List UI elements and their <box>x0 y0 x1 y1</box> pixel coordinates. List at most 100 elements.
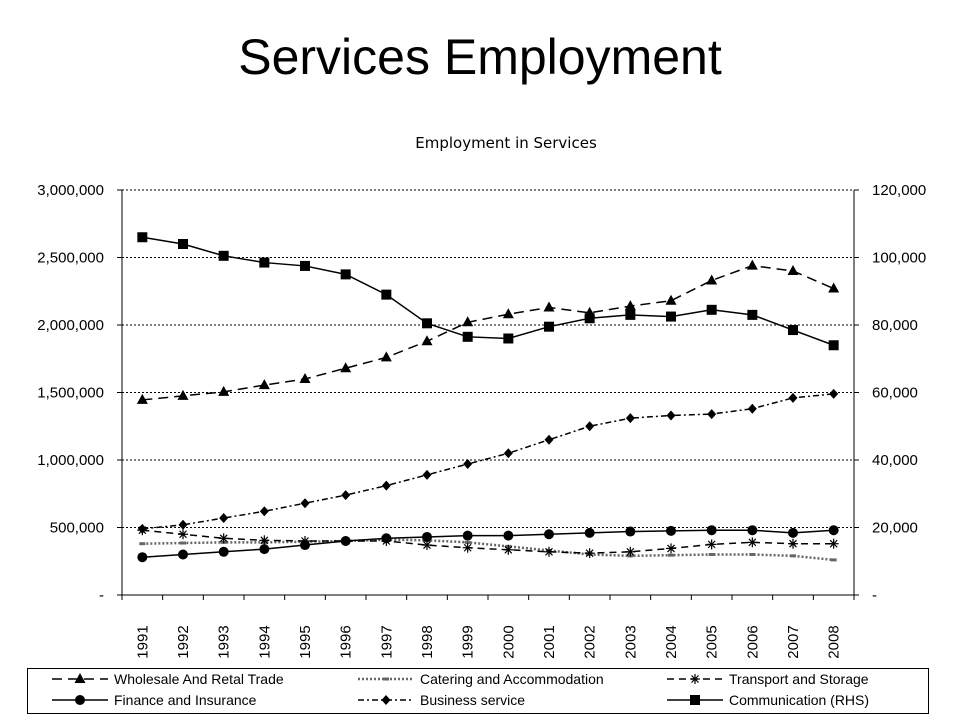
data-point <box>544 546 554 557</box>
legend-marker <box>690 674 700 684</box>
data-point <box>341 490 351 501</box>
data-point <box>300 260 310 271</box>
x-tick-label: 1994 <box>256 625 273 658</box>
x-tick-label: 2007 <box>785 625 802 658</box>
left-tick-label: - <box>99 587 104 604</box>
data-point <box>463 459 473 470</box>
legend-label: Communication (RHS) <box>729 692 870 708</box>
legend-swatch <box>52 673 108 683</box>
data-point <box>380 351 392 362</box>
series-group <box>136 232 840 563</box>
data-point <box>219 513 229 524</box>
data-point <box>422 469 432 480</box>
data-point <box>137 232 148 243</box>
chart-legend: Wholesale And Retal Trade Catering and Ac… <box>27 668 929 714</box>
data-point <box>178 519 188 530</box>
x-tick-label: 1993 <box>216 625 233 658</box>
left-tick-label: 2,500,000 <box>37 250 104 267</box>
data-point <box>502 308 514 319</box>
right-tick-label: - <box>872 587 877 604</box>
data-point <box>747 309 758 320</box>
x-tick-label: 2004 <box>663 625 680 658</box>
data-point <box>464 540 471 544</box>
data-point <box>746 259 758 270</box>
series-line <box>142 264 834 401</box>
x-tick-label: 2001 <box>541 625 558 658</box>
legend-swatch <box>358 677 414 681</box>
data-point <box>462 542 473 553</box>
data-point <box>137 552 148 563</box>
data-point <box>666 410 676 421</box>
x-tick-label: 1999 <box>460 625 477 658</box>
data-point <box>218 385 230 396</box>
x-tick-label: 1997 <box>378 625 395 658</box>
legend-marker <box>381 695 391 705</box>
series-line <box>142 529 834 558</box>
legend-marker <box>74 673 86 683</box>
data-point <box>665 294 677 305</box>
axes <box>117 189 859 600</box>
data-point <box>422 318 432 329</box>
data-point <box>706 525 717 536</box>
data-point <box>828 525 839 536</box>
x-tick-label: 1996 <box>338 625 355 658</box>
data-point <box>706 539 717 550</box>
left-tick-label: 3,000,000 <box>37 182 104 199</box>
series-line <box>142 529 834 554</box>
right-tick-label: 40,000 <box>872 452 918 469</box>
legend-item: Business service <box>356 690 525 710</box>
data-point <box>136 393 148 404</box>
data-point <box>422 531 432 542</box>
legend-item: Catering and Accommodation <box>356 669 604 689</box>
data-point <box>340 362 352 373</box>
data-point <box>584 527 595 538</box>
data-point <box>503 544 514 555</box>
data-point <box>503 333 514 344</box>
data-point <box>300 498 310 509</box>
x-tick-label: 1992 <box>175 625 192 658</box>
data-point <box>544 529 554 540</box>
right-tick-label: 80,000 <box>872 317 918 334</box>
data-point <box>708 553 715 556</box>
series-5 <box>137 388 839 534</box>
data-point <box>544 434 554 445</box>
legend-label: Wholesale And Retal Trade <box>114 671 284 687</box>
data-point <box>666 543 676 554</box>
data-point <box>666 525 676 536</box>
data-point <box>544 321 554 332</box>
x-tick-label: 2002 <box>582 625 599 658</box>
data-point <box>787 265 799 275</box>
data-point <box>218 533 229 544</box>
data-point <box>300 540 310 551</box>
data-point <box>421 335 433 346</box>
x-tick-label: 1991 <box>134 625 151 658</box>
data-point <box>747 537 758 548</box>
data-point <box>259 544 270 555</box>
left-tick-label: 1,500,000 <box>37 385 104 402</box>
data-point <box>503 530 514 541</box>
data-point <box>180 541 186 545</box>
legend-marker <box>383 677 389 681</box>
series-6 <box>137 232 839 351</box>
data-point <box>625 413 635 424</box>
data-point <box>788 527 798 538</box>
legend-item: Transport and Storage <box>665 669 869 689</box>
series-1 <box>136 259 840 404</box>
data-point <box>830 558 837 562</box>
x-axis-ticks: 1991 1992 1993 1994 1995 1996 1997 1998 1999 2000… <box>134 625 842 658</box>
data-point <box>462 316 474 327</box>
data-point <box>828 282 840 293</box>
legend-item: Finance and Insurance <box>50 690 256 710</box>
series-line <box>142 236 834 346</box>
legend-item: Wholesale And Retal Trade <box>50 669 284 689</box>
data-point <box>706 304 717 315</box>
legend-marker <box>75 695 85 705</box>
data-point <box>178 529 188 540</box>
legend-swatch <box>358 695 414 705</box>
data-point <box>258 379 270 390</box>
legend-label: Transport and Storage <box>729 671 869 687</box>
legend-swatch <box>667 674 723 684</box>
x-tick-label: 2005 <box>704 625 721 658</box>
data-point <box>340 536 351 546</box>
data-point <box>624 300 636 311</box>
